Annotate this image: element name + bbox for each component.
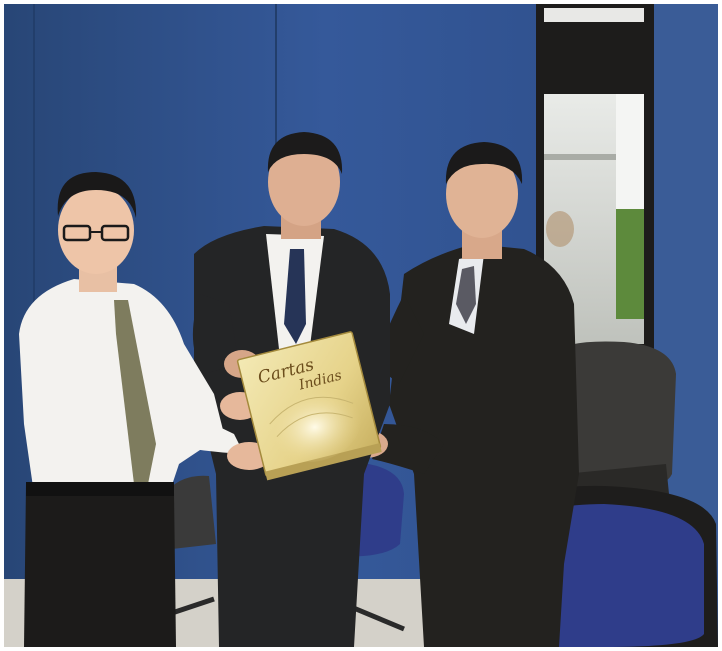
photo-scene: Cartas Indias [4, 4, 718, 647]
man-middle-arm [192, 294, 239, 374]
man-right-lower-arm [372, 424, 444, 474]
man-left-belt [26, 482, 174, 496]
man-left-hair [57, 172, 137, 218]
photo: Cartas Indias [4, 4, 718, 647]
man-right-tie [456, 266, 476, 324]
top-light [544, 8, 644, 22]
man-middle-tie [284, 249, 306, 344]
man-right-face [446, 150, 518, 238]
man-left-arm [154, 404, 244, 454]
man-left-face [58, 186, 134, 274]
chair-grey-back [556, 341, 676, 491]
man-middle-face [268, 138, 340, 226]
book: Cartas Indias [236, 331, 382, 481]
man-left-pants [24, 484, 176, 647]
man-right-hair [445, 142, 523, 184]
man-middle-hair [267, 132, 343, 174]
glasses-icon [62, 224, 130, 242]
chair-left-seat [169, 475, 216, 549]
man-left-tie [114, 300, 156, 494]
reflection [546, 211, 574, 247]
man-right-body [389, 244, 579, 647]
